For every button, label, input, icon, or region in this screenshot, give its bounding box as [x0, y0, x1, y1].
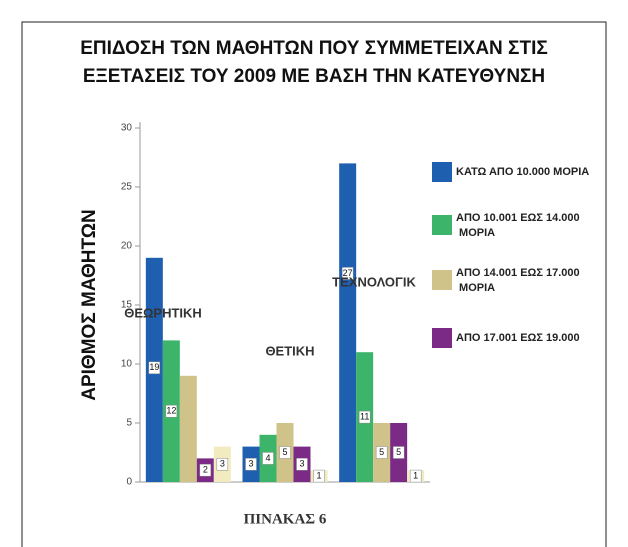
- value-label: 11: [360, 411, 369, 421]
- value-label: 3: [220, 459, 225, 469]
- value-label: 2: [203, 465, 208, 475]
- value-label-box: [313, 469, 325, 483]
- footer: ΠΙΝΑΚΑΣ 6: [244, 511, 327, 527]
- value-label-box: [199, 463, 212, 477]
- legend-label: ΑΠΟ 17.001 ΕΩΣ 19.000: [456, 332, 580, 344]
- legend-swatch: [432, 328, 452, 348]
- value-label-box: [262, 452, 274, 465]
- value-label-box: [392, 446, 405, 459]
- y-axis-label: ΑΡΙΘΜΟΣ ΜΑΘΗΤΩΝ: [79, 209, 100, 401]
- value-label: 3: [248, 459, 253, 469]
- value-label-box: [148, 361, 161, 375]
- y-tick-label: 15: [121, 300, 133, 311]
- legend-swatch: [432, 215, 452, 235]
- value-label: 5: [396, 447, 401, 457]
- value-label-box: [216, 458, 229, 471]
- value-label: 12: [166, 406, 176, 416]
- value-label: 1: [316, 470, 321, 480]
- legend-label: ΑΠΟ 10.001 ΕΩΣ 14.000 ΜΟΡΙΑ: [456, 212, 580, 239]
- category-label: ΤΕΧΝΟΛΟΓΙΚ: [332, 274, 416, 289]
- bar: [179, 375, 197, 482]
- y-tick-label: 30: [121, 123, 133, 134]
- category-label: ΘΕΩΡΗΤΙΚΗ: [124, 305, 202, 320]
- y-tick-label: 5: [126, 418, 132, 429]
- value-label-box: [279, 446, 291, 459]
- value-label: 5: [379, 447, 384, 457]
- y-tick-label: 20: [121, 241, 133, 252]
- value-label-box: [165, 404, 178, 418]
- category-label: ΘΕΤΙΚΗ: [265, 343, 314, 358]
- value-label-box: [245, 458, 257, 471]
- bar: [339, 163, 357, 482]
- value-label: 5: [282, 447, 287, 457]
- value-label-box: [341, 267, 354, 280]
- chart-title: ΕΠΙΔΟΣΗ ΤΩΝ ΜΑΘΗΤΩΝ ΠΟΥ ΣΥΜΜΕΤΕΙΧΑΝ ΣΤΙΣ: [80, 38, 548, 59]
- value-label-box: [296, 458, 308, 471]
- value-label-box: [409, 469, 422, 483]
- value-label: 27: [343, 268, 353, 278]
- legend-label: ΚΑΤΩ ΑΠΟ 10.000 ΜΟΡΙΑ: [456, 166, 589, 178]
- value-label: 3: [299, 459, 304, 469]
- chart-title: ΕΞΕΤΑΣΕΙΣ ΤΟΥ 2009 ΜΕ ΒΑΣΗ ΤΗΝ ΚΑΤΕΥΘΥΝΣ…: [83, 66, 545, 87]
- y-tick-label: 10: [121, 359, 133, 370]
- value-label-box: [375, 446, 388, 459]
- value-label-box: [358, 410, 371, 424]
- value-label: 4: [265, 453, 270, 463]
- legend-label: ΑΠΟ 14.001 ΕΩΣ 17.000 ΜΟΡΙΑ: [456, 267, 580, 294]
- y-tick-label: 0: [126, 477, 132, 488]
- y-tick-label: 25: [121, 182, 133, 193]
- legend-swatch: [432, 270, 452, 290]
- value-label: 19: [149, 362, 159, 372]
- legend-swatch: [432, 162, 452, 182]
- value-label: 1: [413, 470, 418, 480]
- frame: [21, 21, 607, 547]
